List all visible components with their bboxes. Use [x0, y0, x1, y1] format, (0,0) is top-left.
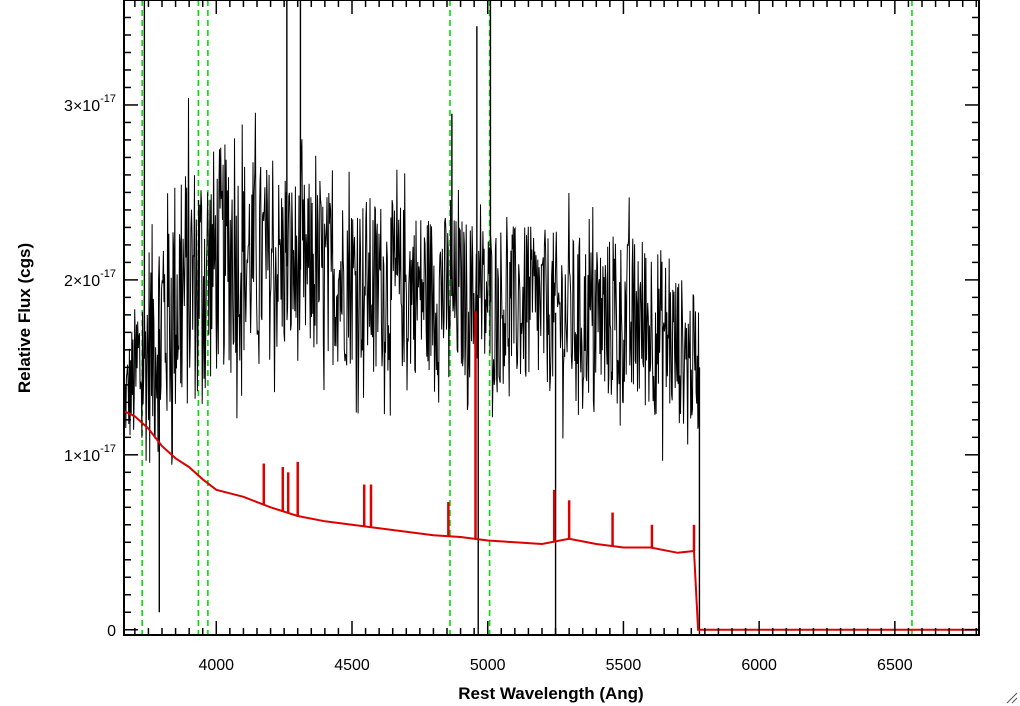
- reference-lines: [141, 0, 913, 635]
- x-tick-label: 4500: [334, 657, 370, 674]
- x-tick-label: 6000: [741, 657, 777, 674]
- resize-grip-icon[interactable]: [1004, 690, 1018, 704]
- x-tick-label: 5500: [606, 657, 642, 674]
- x-tick-labels: 4000 4500 5000 5500 6000 6500: [198, 657, 912, 674]
- series-layer: [123, 1, 979, 634]
- x-axis-title: Rest Wavelength (Ang): [458, 684, 643, 703]
- x-tick-label: 4000: [198, 657, 234, 674]
- observed-spectrum-line: [124, 97, 700, 465]
- y-tick-label: 3×10-17: [64, 93, 116, 115]
- axis-ticks: [124, 0, 979, 635]
- y-tick-label: 2×10-17: [64, 268, 116, 290]
- y-tick-labels: 0 1×10-17 2×10-17 3×10-17: [64, 93, 116, 640]
- y-tick-label: 0: [107, 623, 116, 640]
- model-spectrum-line: [123, 410, 979, 631]
- x-tick-label: 5000: [470, 657, 506, 674]
- plot-frame: [123, 0, 980, 636]
- y-axis-title: Relative Flux (cgs): [15, 243, 34, 393]
- x-tick-label: 6500: [877, 657, 913, 674]
- y-tick-label: 1×10-17: [64, 443, 116, 465]
